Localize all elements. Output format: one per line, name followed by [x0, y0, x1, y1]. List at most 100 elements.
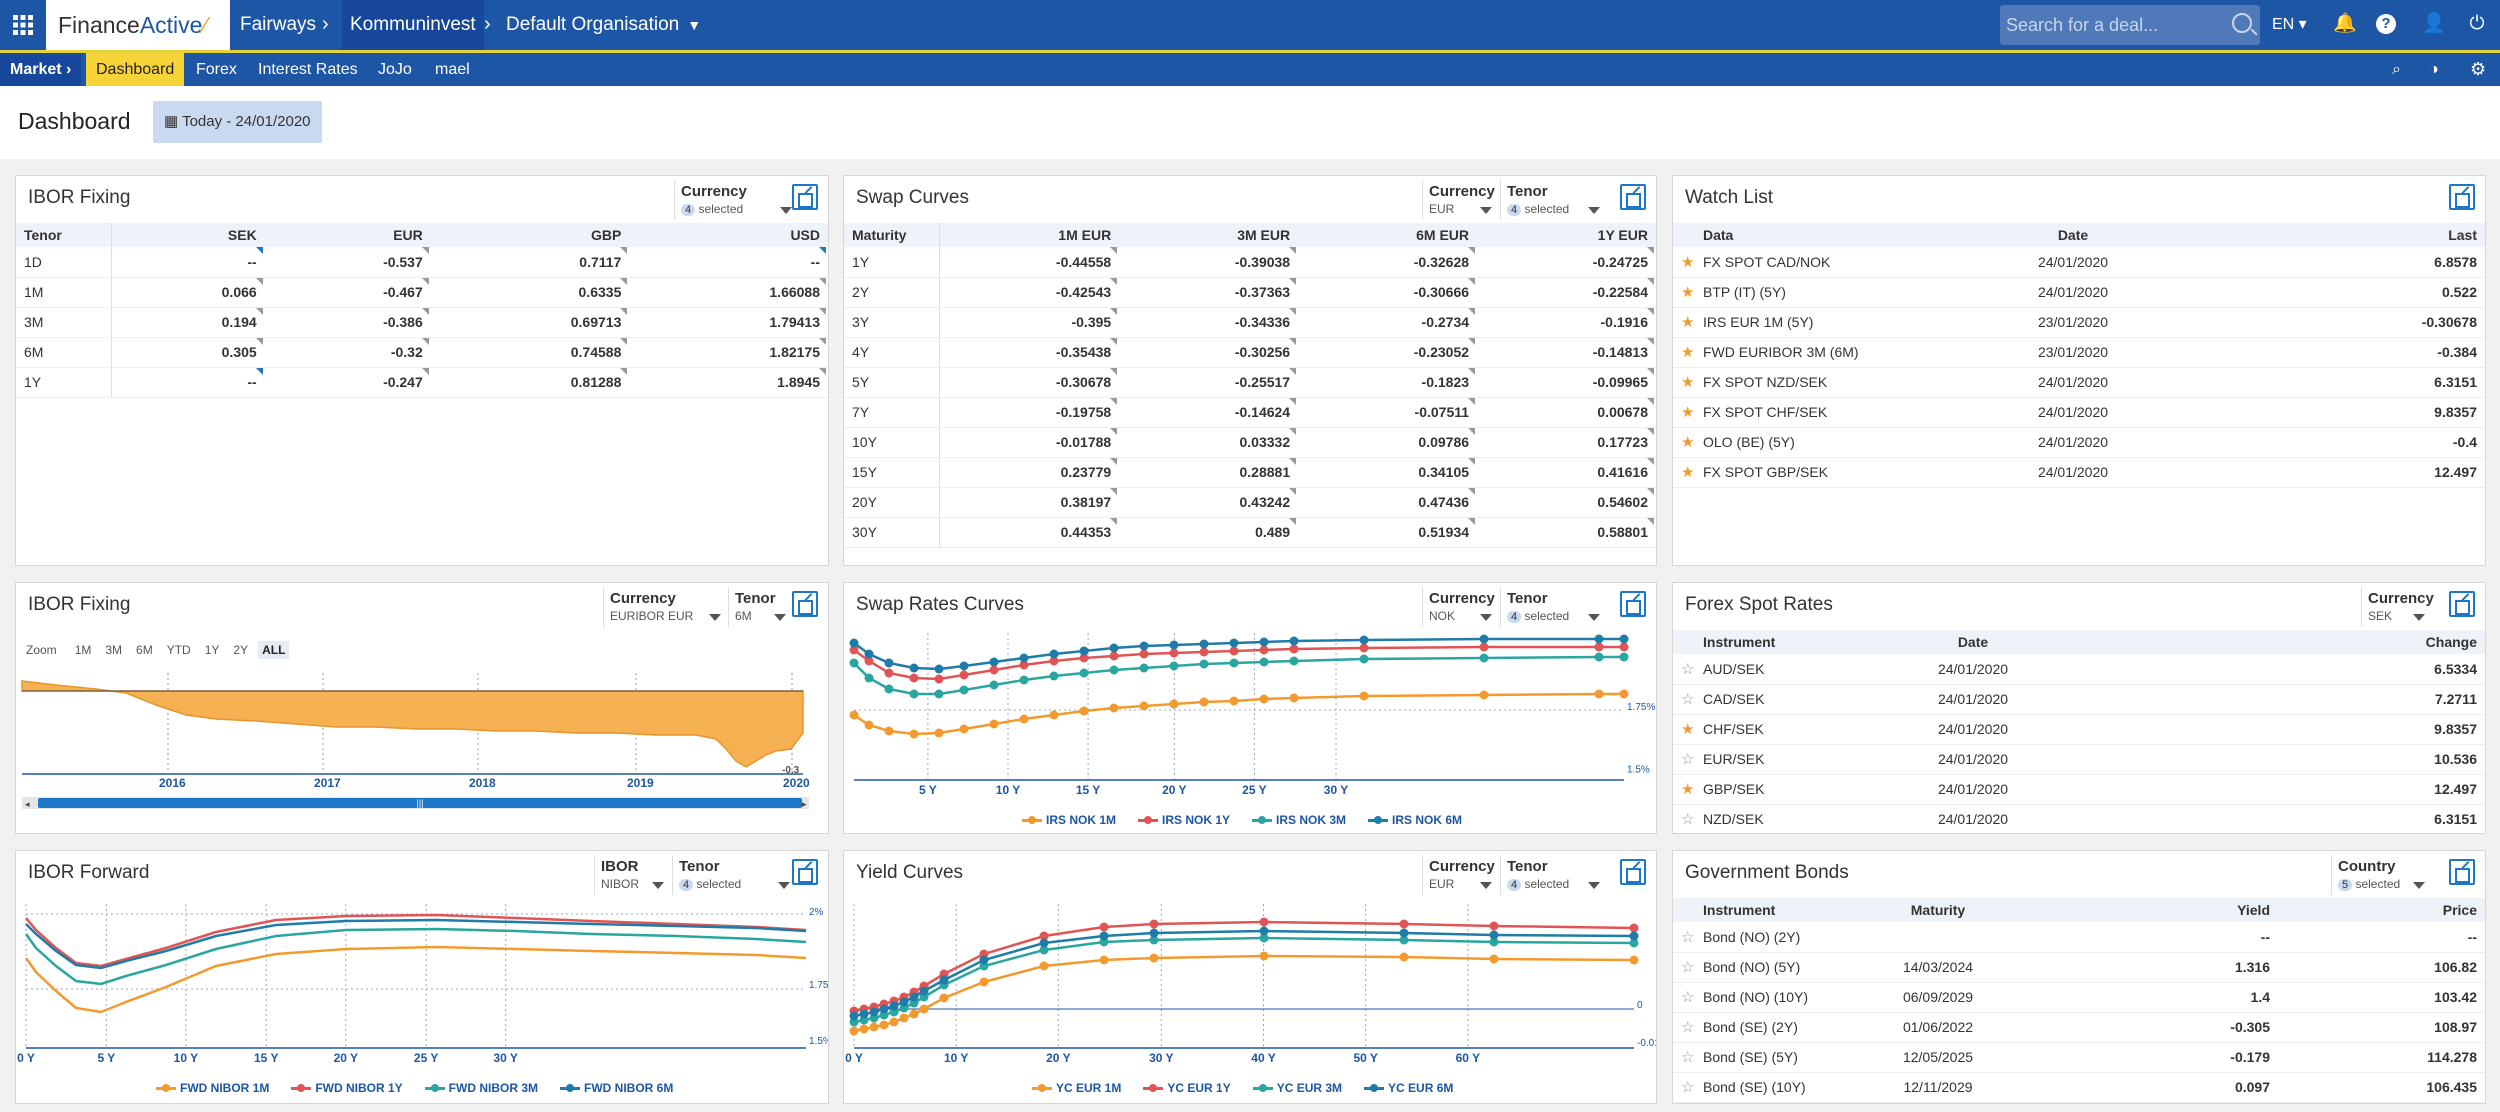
legend-item[interactable]: YC EUR 3M — [1252, 1081, 1342, 1095]
star-icon[interactable]: ★ — [1681, 434, 1695, 451]
star-icon[interactable]: ☆ — [1681, 1049, 1695, 1066]
popout-icon[interactable] — [1620, 591, 1646, 617]
table-row[interactable]: 1Y -0.44558 -0.39038 -0.32628 -0.24725 — [844, 247, 1656, 278]
currency-filter[interactable]: Currency EUR — [1422, 180, 1498, 220]
table-row[interactable]: 30Y 0.44353 0.489 0.51934 0.58801 — [844, 517, 1656, 548]
star-icon[interactable]: ☆ — [1681, 811, 1695, 828]
star-icon[interactable]: ★ — [1681, 314, 1695, 331]
star-icon[interactable]: ★ — [1681, 781, 1695, 798]
popout-icon[interactable] — [1620, 184, 1646, 210]
star-icon[interactable]: ☆ — [1681, 660, 1695, 678]
table-row[interactable]: 1D -- -0.537 0.7117 -- — [16, 247, 828, 278]
gear-icon[interactable]: ⚙ — [2470, 59, 2487, 79]
table-row[interactable]: ☆ Bond (NO) (2Y) -- -- — [1673, 922, 2485, 953]
country-filter[interactable]: Country 5 selected — [2331, 855, 2431, 895]
table-row[interactable]: ★ FX SPOT NZD/SEK 24/01/2020 6.3151 — [1673, 367, 2485, 398]
zoom-button-1m[interactable]: 1M — [74, 643, 92, 657]
table-row[interactable]: 15Y 0.23779 0.28881 0.34105 0.41616 — [844, 457, 1656, 488]
table-row[interactable]: ★ FX SPOT CHF/SEK 24/01/2020 9.8357 — [1673, 397, 2485, 428]
tenor-filter[interactable]: Tenor 4 selected — [1500, 587, 1606, 627]
zoom-button-1y[interactable]: 1Y — [204, 643, 220, 657]
subnav-forex[interactable]: Forex — [196, 61, 237, 78]
star-icon[interactable]: ☆ — [1681, 751, 1695, 768]
tenor-filter[interactable]: Tenor 6M — [728, 587, 792, 627]
popout-icon[interactable] — [792, 591, 818, 617]
zoom-button-6m[interactable]: 6M — [136, 643, 153, 657]
star-icon[interactable]: ★ — [1681, 404, 1695, 421]
ibor-filter[interactable]: IBOR NIBOR — [594, 855, 670, 895]
table-row[interactable]: ☆ Bond (NO) (5Y) 14/03/2024 1.316 106.82 — [1673, 952, 2485, 983]
table-row[interactable]: ★ OLO (BE) (5Y) 24/01/2020 -0.4 — [1673, 427, 2485, 458]
currency-filter[interactable]: Currency 4 selected — [674, 180, 798, 220]
popout-icon[interactable] — [2449, 184, 2475, 210]
table-row[interactable]: ★ CHF/SEK 24/01/2020 9.8357 — [1673, 714, 2485, 745]
table-row[interactable]: ★ GBP/SEK 24/01/2020 12.497 — [1673, 774, 2485, 805]
table-row[interactable]: ☆ Bond (SE) (2Y) 01/06/2022 -0.305 108.97 — [1673, 1012, 2485, 1043]
table-row[interactable]: ☆ Bond (SE) (5Y) 12/05/2025 -0.179 114.278 — [1673, 1042, 2485, 1073]
star-icon[interactable]: ☆ — [1681, 989, 1695, 1006]
tenor-filter[interactable]: Tenor 4 selected — [1500, 855, 1606, 895]
star-icon[interactable]: ☆ — [1681, 691, 1695, 708]
breadcrumb-organisation[interactable]: Default Organisation ▼ — [506, 14, 702, 35]
star-icon[interactable]: ☆ — [1681, 928, 1695, 946]
star-icon[interactable]: ☆ — [1681, 959, 1695, 976]
zoom-button-3m[interactable]: 3M — [105, 643, 123, 657]
table-row[interactable]: 5Y -0.30678 -0.25517 -0.1823 -0.09965 — [844, 367, 1656, 398]
date-button[interactable]: ▦ Today - 24/01/2020 — [153, 101, 322, 143]
toggle-icon[interactable]: ◑ — [2429, 61, 2439, 78]
subnav-dashboard[interactable]: Dashboard — [86, 53, 185, 86]
legend-item[interactable]: FWD NIBOR 1M — [156, 1081, 269, 1095]
star-icon[interactable]: ☆ — [1681, 1079, 1695, 1096]
zoom-button-all[interactable]: ALL — [258, 641, 290, 659]
table-row[interactable]: 1M 0.066 -0.467 0.6335 1.66088 — [16, 277, 828, 308]
search-input[interactable]: Search for a deal... — [2000, 5, 2260, 45]
table-row[interactable]: 3M 0.194 -0.386 0.69713 1.79413 — [16, 307, 828, 338]
finance-active-logo[interactable]: Finance Active ⁄ — [46, 0, 230, 50]
popout-icon[interactable] — [792, 859, 818, 885]
star-icon[interactable]: ★ — [1681, 464, 1695, 481]
table-row[interactable]: 3Y -0.395 -0.34336 -0.2734 -0.1916 — [844, 307, 1656, 338]
currency-filter[interactable]: Currency NOK — [1422, 587, 1498, 627]
language-select[interactable]: EN ▾ — [2272, 16, 2307, 33]
popout-icon[interactable] — [1620, 859, 1646, 885]
currency-filter[interactable]: Currency EURIBOR EUR — [603, 587, 727, 627]
breadcrumb-kommuninvest[interactable]: Kommuninvest — [342, 0, 484, 50]
zoom-button-ytd[interactable]: YTD — [166, 643, 191, 657]
table-row[interactable]: ☆ AUD/SEK 24/01/2020 6.5334 — [1673, 654, 2485, 685]
subnav-market[interactable]: Market › — [0, 53, 82, 86]
search-icon[interactable]: ⌕ — [2392, 61, 2401, 78]
table-row[interactable]: ★ FWD EURIBOR 3M (6M) 23/01/2020 -0.384 — [1673, 337, 2485, 368]
subnav-interest-rates[interactable]: Interest Rates — [258, 61, 358, 78]
chart-scrollbar-thumb[interactable] — [38, 798, 802, 808]
table-row[interactable]: 4Y -0.35438 -0.30256 -0.23052 -0.14813 — [844, 337, 1656, 368]
table-row[interactable]: 1Y -- -0.247 0.81288 1.8945 — [16, 367, 828, 398]
legend-item[interactable]: FWD NIBOR 1Y — [291, 1081, 403, 1095]
table-row[interactable]: ☆ NZD/SEK 24/01/2020 6.3151 — [1673, 804, 2485, 835]
table-row[interactable]: ★ IRS EUR 1M (5Y) 23/01/2020 -0.30678 — [1673, 307, 2485, 338]
legend-item[interactable]: IRS NOK 6M — [1368, 813, 1462, 827]
table-row[interactable]: ☆ Bond (NO) (10Y) 06/09/2029 1.4 103.42 — [1673, 982, 2485, 1013]
zoom-button-2y[interactable]: 2Y — [233, 643, 249, 657]
star-icon[interactable]: ★ — [1681, 344, 1695, 361]
popout-icon[interactable] — [2449, 859, 2475, 885]
legend-item[interactable]: FWD NIBOR 3M — [424, 1081, 538, 1095]
subnav-mael[interactable]: mael — [435, 61, 470, 78]
legend-item[interactable]: IRS NOK 1M — [1022, 813, 1116, 827]
tenor-filter[interactable]: Tenor 4 selected — [672, 855, 796, 895]
table-row[interactable]: ☆ Bond (SE) (10Y) 12/11/2029 0.097 106.435 — [1673, 1072, 2485, 1103]
legend-item[interactable]: YC EUR 1M — [1032, 1081, 1121, 1095]
table-row[interactable]: ★ FX SPOT GBP/SEK 24/01/2020 12.497 — [1673, 457, 2485, 488]
currency-filter[interactable]: Currency EUR — [1422, 855, 1498, 895]
table-row[interactable]: ★ BTP (IT) (5Y) 24/01/2020 0.522 — [1673, 277, 2485, 308]
popout-icon[interactable] — [2449, 591, 2475, 617]
star-icon[interactable]: ★ — [1681, 374, 1695, 391]
tenor-filter[interactable]: Tenor 4 selected — [1500, 180, 1606, 220]
bell-icon[interactable]: 🔔 — [2333, 13, 2357, 34]
currency-filter[interactable]: Currency SEK — [2361, 587, 2434, 627]
apps-grid-icon[interactable] — [0, 0, 46, 50]
star-icon[interactable]: ★ — [1681, 284, 1695, 301]
legend-item[interactable]: YC EUR 6M — [1364, 1081, 1453, 1095]
legend-item[interactable]: YC EUR 1Y — [1143, 1081, 1231, 1095]
legend-item[interactable]: IRS NOK 3M — [1252, 813, 1346, 827]
table-row[interactable]: ☆ EUR/SEK 24/01/2020 10.536 — [1673, 744, 2485, 775]
